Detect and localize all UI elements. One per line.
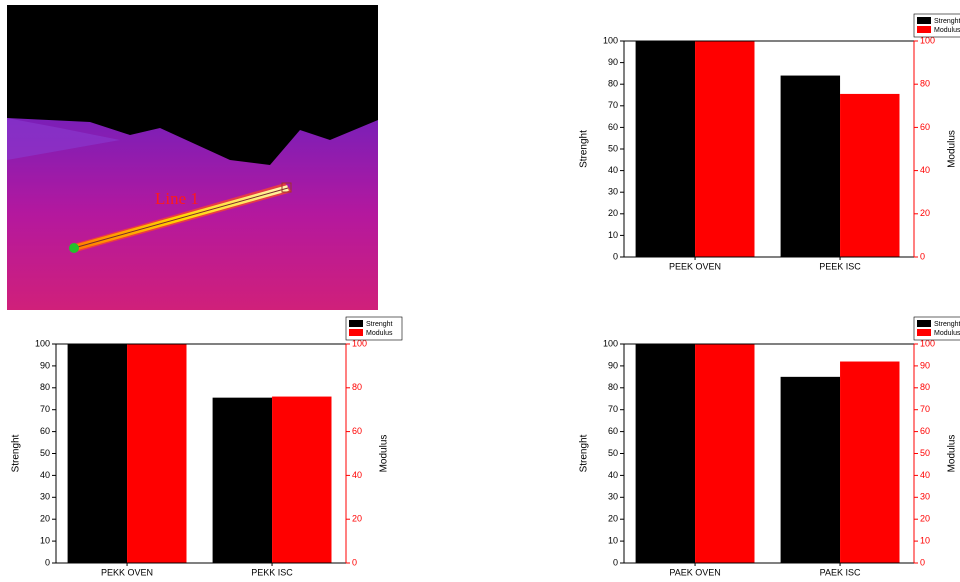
legend-swatch — [917, 17, 931, 24]
bar — [636, 41, 695, 257]
x-tick-label: PEEK OVEN — [669, 261, 721, 271]
bar — [840, 94, 899, 257]
y2-tick-label: 60 — [920, 426, 930, 436]
y2-tick-label: 80 — [352, 382, 362, 392]
y2-tick-label: 0 — [920, 251, 925, 261]
bar — [272, 397, 331, 563]
y2-tick-label: 50 — [920, 448, 930, 458]
y-tick-label: 30 — [608, 187, 618, 197]
y-tick-label: 0 — [613, 557, 618, 567]
y-tick-label: 90 — [40, 360, 50, 370]
y2-tick-label: 60 — [920, 122, 930, 132]
y2-axis-label: Modulus — [379, 435, 390, 473]
y2-tick-label: 40 — [920, 165, 930, 175]
legend-label: Strenght — [934, 18, 960, 25]
bar — [213, 398, 272, 563]
thermal-image: Line 1 — [7, 5, 378, 310]
y2-axis-label: Modulus — [947, 435, 958, 473]
y-axis-label: Strenght — [11, 434, 22, 472]
y-tick-label: 80 — [608, 382, 618, 392]
y-tick-label: 90 — [608, 57, 618, 67]
legend-swatch — [349, 329, 363, 336]
legend-swatch — [917, 26, 931, 33]
line-label: Line 1 — [155, 189, 199, 208]
chart: PEKK OVEN PEKK ISC 0 10 20 30 40 50 60 70 80 90 100 0… — [11, 317, 402, 577]
y-tick-label: 80 — [608, 79, 618, 89]
y2-tick-label: 20 — [920, 208, 930, 218]
y-tick-label: 100 — [35, 338, 50, 348]
x-tick-label: PAEK ISC — [820, 567, 861, 577]
y2-tick-label: 90 — [920, 360, 930, 370]
bar — [68, 344, 127, 563]
bar — [636, 344, 695, 563]
y-tick-label: 60 — [608, 426, 618, 436]
y2-tick-label: 20 — [352, 514, 362, 524]
page: Line 1 PEEK OVEN PEEK ISC 0 10 20 30 40 50 60 70 8… — [0, 0, 960, 582]
y-tick-label: 20 — [608, 514, 618, 524]
y-tick-label: 40 — [608, 165, 618, 175]
bar — [695, 344, 754, 563]
y-tick-label: 10 — [608, 535, 618, 545]
y-tick-label: 70 — [40, 404, 50, 414]
legend-label: Modulus — [366, 330, 393, 337]
legend-swatch — [349, 320, 363, 327]
bar — [127, 344, 186, 563]
y-tick-label: 20 — [608, 208, 618, 218]
y-tick-label: 50 — [608, 448, 618, 458]
x-tick-label: PEKK ISC — [251, 567, 293, 577]
y2-tick-label: 70 — [920, 404, 930, 414]
legend-label: Strenght — [934, 321, 960, 328]
y-tick-label: 60 — [608, 122, 618, 132]
y-tick-label: 20 — [40, 514, 50, 524]
bar — [840, 362, 899, 563]
bar — [781, 76, 840, 257]
y2-tick-label: 40 — [352, 470, 362, 480]
y-tick-label: 30 — [40, 492, 50, 502]
bar — [695, 41, 754, 257]
y-tick-label: 100 — [603, 35, 618, 45]
y-tick-label: 0 — [45, 557, 50, 567]
y2-tick-label: 40 — [920, 470, 930, 480]
bar — [781, 377, 840, 563]
y-tick-label: 40 — [40, 470, 50, 480]
legend-swatch — [917, 329, 931, 336]
y-tick-label: 70 — [608, 100, 618, 110]
chart: PAEK OVEN PAEK ISC 0 10 20 30 40 50 60 70 80 90 100 0… — [579, 317, 960, 577]
y-tick-label: 60 — [40, 426, 50, 436]
y-tick-label: 10 — [608, 230, 618, 240]
y2-axis-label: Modulus — [947, 130, 958, 168]
y2-tick-label: 0 — [352, 557, 357, 567]
y-axis-label: Strenght — [579, 434, 590, 472]
y-axis-label: Strenght — [579, 130, 590, 168]
legend-swatch — [917, 320, 931, 327]
legend-label: Strenght — [366, 321, 393, 328]
y-tick-label: 70 — [608, 404, 618, 414]
y-tick-label: 80 — [40, 382, 50, 392]
y2-tick-label: 10 — [920, 535, 930, 545]
y2-tick-label: 80 — [920, 382, 930, 392]
y-tick-label: 100 — [603, 338, 618, 348]
y-tick-label: 90 — [608, 360, 618, 370]
y2-tick-label: 0 — [920, 557, 925, 567]
y-tick-label: 0 — [613, 251, 618, 261]
y2-tick-label: 60 — [352, 426, 362, 436]
y-tick-label: 50 — [608, 143, 618, 153]
x-tick-label: PAEK OVEN — [669, 567, 720, 577]
y2-tick-label: 30 — [920, 492, 930, 502]
x-tick-label: PEKK OVEN — [101, 567, 153, 577]
legend-label: Modulus — [934, 27, 960, 34]
chart: PEEK OVEN PEEK ISC 0 10 20 30 40 50 60 70 80 90 100 0… — [579, 14, 960, 271]
x-tick-label: PEEK ISC — [819, 261, 861, 271]
y2-tick-label: 80 — [920, 79, 930, 89]
y-tick-label: 10 — [40, 535, 50, 545]
y-tick-label: 50 — [40, 448, 50, 458]
y2-tick-label: 20 — [920, 514, 930, 524]
legend-label: Modulus — [934, 330, 960, 337]
y-tick-label: 30 — [608, 492, 618, 502]
y-tick-label: 40 — [608, 470, 618, 480]
